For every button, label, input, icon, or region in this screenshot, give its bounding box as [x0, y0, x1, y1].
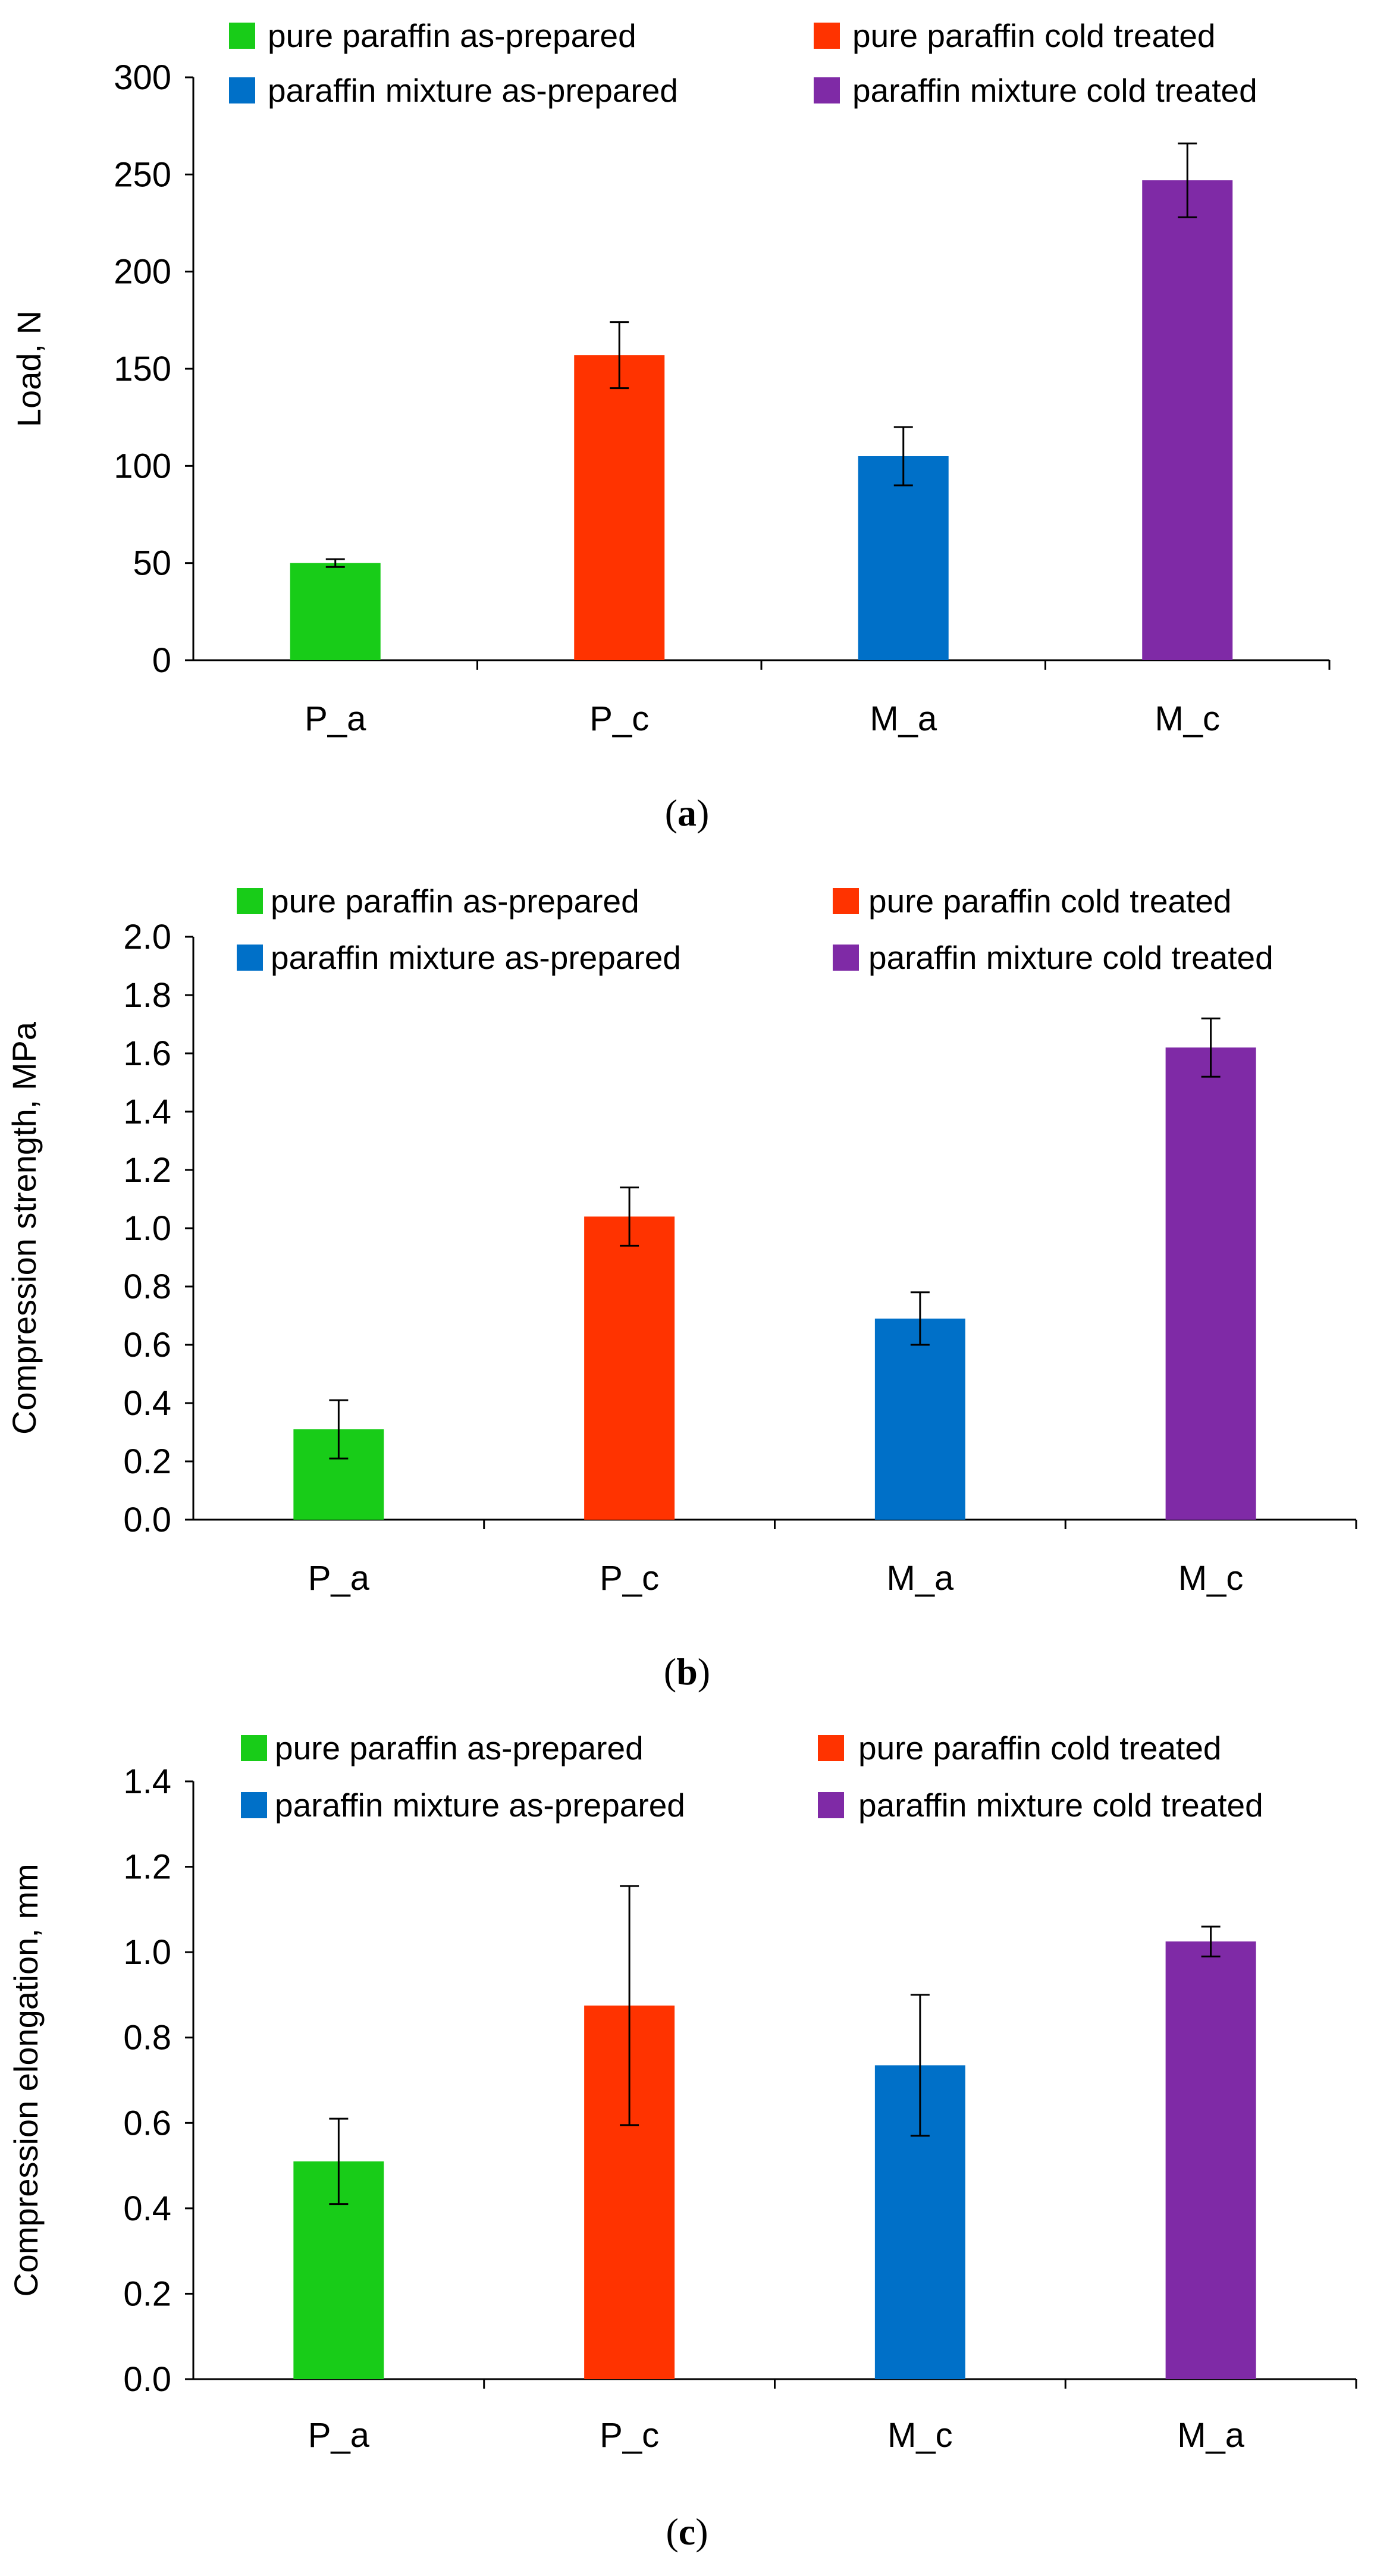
legend-label-2: pure paraffin cold treated: [868, 883, 1232, 920]
y-tick-label: 0.8: [123, 2019, 171, 2057]
legend-label-1: pure paraffin as-prepared: [268, 17, 636, 54]
bar-m-a: [1165, 1941, 1256, 2379]
y-tick-label: 150: [114, 350, 171, 388]
y-tick-label: 1.8: [123, 976, 171, 1015]
x-tick-label: M_a: [870, 699, 937, 738]
x-tick-label: M_c: [1155, 699, 1220, 738]
y-tick-label: 1.0: [123, 1209, 171, 1248]
y-tick-label: 1.2: [123, 1848, 171, 1887]
x-tick-label: M_a: [1177, 2416, 1245, 2455]
y-tick-label: 0.8: [123, 1267, 171, 1306]
y-tick-label: 300: [114, 58, 171, 97]
panel-caption-letter: c: [679, 2511, 695, 2553]
y-tick-label: 0.6: [123, 2104, 171, 2142]
legend-label-3: paraffin mixture as-prepared: [275, 1787, 685, 1824]
panel-caption: (b): [664, 1651, 710, 1693]
legend-swatch-2: [818, 1735, 844, 1761]
x-tick-label: M_a: [886, 1559, 954, 1598]
panel-caption: (a): [665, 792, 710, 834]
x-tick-label: M_c: [887, 2416, 953, 2455]
legend-label-3: paraffin mixture as-prepared: [268, 72, 678, 109]
legend-swatch-4: [814, 77, 840, 103]
x-tick-label: P_c: [600, 1559, 659, 1598]
y-tick-label: 50: [133, 544, 171, 583]
panel-caption: (c): [666, 2511, 708, 2553]
legend-swatch-4: [833, 945, 859, 971]
chart-panel-b: pure paraffin as-prepared pure paraffin c…: [5, 883, 1357, 1693]
legend-swatch-2: [814, 23, 840, 49]
legend-swatch-3: [229, 77, 255, 103]
x-tick-label: P_a: [308, 2416, 370, 2455]
legend-label-4: paraffin mixture cold treated: [852, 72, 1257, 109]
y-tick-label: 100: [114, 447, 171, 485]
legend-swatch-3: [241, 1792, 267, 1818]
legend-swatch-1: [229, 23, 255, 49]
legend-label-4: paraffin mixture cold treated: [858, 1787, 1263, 1824]
y-tick-label: 2.0: [123, 918, 171, 956]
bar-p-a: [290, 563, 381, 660]
y-tick-label: 1.4: [123, 1093, 171, 1131]
y-axis-title: Compression elongation, mm: [7, 1863, 45, 2296]
bar-m-c: [1142, 180, 1233, 661]
y-tick-label: 0.6: [123, 1326, 171, 1364]
x-tick-label: P_a: [305, 699, 366, 738]
legend-label-3: paraffin mixture as-prepared: [271, 939, 681, 976]
legend-label-1: pure paraffin as-prepared: [271, 883, 639, 920]
y-axis-title: Compression strength, MPa: [5, 1021, 43, 1435]
x-tick-label: P_a: [308, 1559, 370, 1598]
legend-label-4: paraffin mixture cold treated: [868, 939, 1273, 976]
y-tick-label: 0.2: [123, 1442, 171, 1481]
x-tick-label: M_c: [1178, 1559, 1244, 1598]
legend-label-1: pure paraffin as-prepared: [275, 1730, 644, 1767]
y-tick-label: 0.4: [123, 1384, 171, 1423]
legend-swatch-2: [833, 888, 859, 914]
bar-m-c: [1165, 1047, 1256, 1520]
y-tick-label: 200: [114, 253, 171, 291]
bar-p-c: [574, 355, 665, 660]
legend-label-2: pure paraffin cold treated: [852, 17, 1216, 54]
y-tick-label: 0.0: [123, 1501, 171, 1539]
chart-panel-a: pure paraffin as-prepared pure paraffin c…: [10, 17, 1331, 834]
y-tick-label: 1.6: [123, 1034, 171, 1073]
y-tick-label: 0.0: [123, 2360, 171, 2399]
y-tick-label: 250: [114, 155, 171, 194]
legend-label-2: pure paraffin cold treated: [858, 1730, 1222, 1767]
y-tick-label: 0.2: [123, 2274, 171, 2313]
panel-caption-letter: b: [676, 1651, 698, 1693]
bar-p-c: [584, 1216, 675, 1520]
bar-m-a: [858, 456, 949, 660]
x-tick-label: P_c: [600, 2416, 659, 2455]
y-axis-title: Load, N: [10, 310, 48, 427]
y-tick-label: 1.0: [123, 1933, 171, 1972]
x-tick-label: P_c: [589, 699, 649, 738]
legend-swatch-4: [818, 1792, 844, 1818]
bar-m-a: [874, 1318, 965, 1520]
chart-panel-c: pure paraffin as-prepared pure paraffin c…: [7, 1730, 1357, 2553]
legend-swatch-1: [237, 888, 263, 914]
y-tick-label: 0.4: [123, 2189, 171, 2228]
y-tick-label: 0: [152, 641, 171, 680]
panel-caption-letter: a: [677, 792, 697, 834]
y-tick-label: 1.4: [123, 1762, 171, 1801]
y-tick-label: 1.2: [123, 1151, 171, 1190]
legend-swatch-1: [241, 1735, 267, 1761]
legend-swatch-3: [237, 945, 263, 971]
